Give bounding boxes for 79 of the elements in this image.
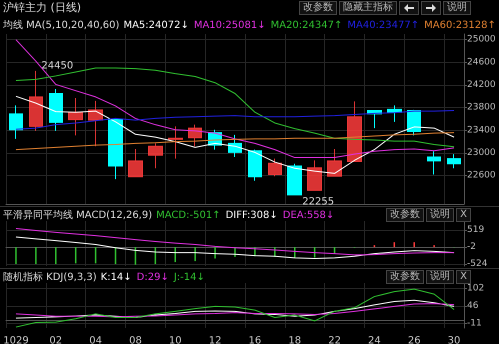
candlestick [128,148,143,178]
y-tick-label: 24600 [467,57,496,68]
chart-subtitle: 随机指标 KDJ(9,3,3) [3,272,97,283]
line-series [15,39,455,158]
text: 说明 [426,270,454,284]
candlestick [407,109,421,136]
chart-title: 沪锌主力 (日线) [3,1,82,14]
candlestick [447,154,461,169]
text: 隐藏主指标 [339,1,397,15]
candlestick [88,100,103,147]
y-tick-label: -524 [467,259,488,270]
text: DEA:558↓ [282,210,334,221]
candlestick [427,150,441,176]
candlestick [287,163,302,196]
x-tick-label: 16 [248,336,262,344]
text: 改参数 [299,1,337,15]
line-series [15,110,455,130]
line-series [15,303,455,318]
text: MA60:23128↑ [424,20,496,31]
line-series [15,228,455,256]
text: X [456,208,471,222]
text: 说明 [443,1,471,15]
line-series [15,300,455,319]
y-tick-label: 23400 [467,125,496,136]
y-tick-label: -2 [467,242,476,252]
text: K:14↓ [100,272,132,283]
candlestick [188,124,202,147]
x-tick-label: 26 [408,336,421,344]
line-series [15,96,455,174]
text: MA20:24347↑ [270,20,342,31]
line-series [15,132,455,150]
y-tick-label: 22600 [467,170,496,181]
text: 说明 [426,208,454,222]
candlestick [168,126,183,160]
annotation: 24450 [41,60,74,72]
y-tick-label: 25000 [467,34,496,45]
x-tick-label: 1029 [3,336,29,344]
y-tick-label: 102 [467,284,484,294]
text: MA40:23477↑ [347,20,420,31]
candlestick [108,118,123,180]
candlestick [29,70,43,132]
y-tick-label: 519 [467,225,484,236]
x-tick-label: 08 [129,336,142,344]
candlestick [9,104,23,140]
candlestick [268,158,282,177]
text: 改参数 [386,270,424,284]
y-tick-label: 24200 [467,80,496,90]
x-tick-label: 18 [288,336,302,344]
x-tick-label: 02 [49,336,62,344]
text: J:-14↓ [174,272,205,283]
text: MA5:24072↓ [123,20,189,31]
y-tick-label: -11 [467,318,482,328]
x-tick-label: 30 [448,336,460,344]
text: X [456,270,471,284]
candlestick [49,88,63,132]
chart-subtitle: 均线 MA(5,10,20,40,60) [3,20,120,31]
annotation: 22255 [302,196,334,208]
candlestick [148,142,163,169]
x-tick-label: 22 [328,336,341,344]
x-tick-label: 24 [368,336,381,344]
candlestick [347,100,362,162]
text: D:29↓ [136,272,169,283]
y-tick-label: 46 [467,300,479,311]
line-series [15,288,455,328]
y-tick-label: 23800 [467,102,496,113]
chart-subtitle: 平滑异同平均线 MACD(12,26,9) [3,210,152,221]
text: 改参数 [386,208,424,222]
x-tick-label: 10 [168,336,182,344]
x-tick-label: 12 [208,336,222,344]
text: DIFF:308↓ [226,210,278,221]
y-tick-label: 23000 [467,148,496,158]
candlestick [68,98,83,136]
x-tick-label: 04 [89,336,102,344]
candlestick [327,148,342,177]
candlestick [248,149,262,182]
line-series [15,68,455,148]
candlestick [307,160,322,191]
text: MA10:25081↓ [194,20,266,31]
text: MACD:-501↑ [156,210,221,221]
